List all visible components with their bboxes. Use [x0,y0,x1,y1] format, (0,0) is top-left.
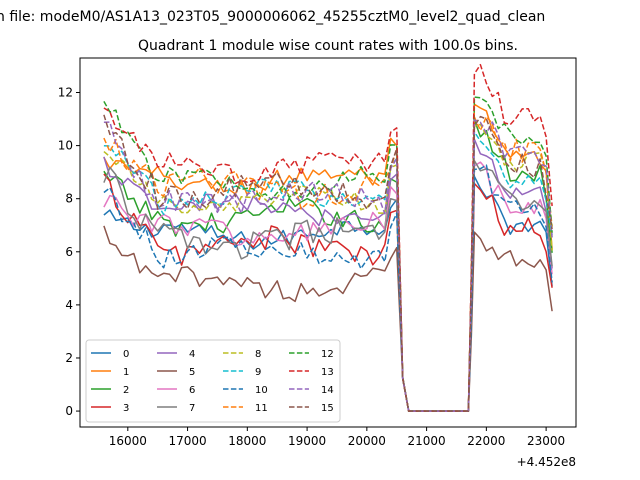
x-offset-label: +4.452e8 [517,455,576,469]
y-tick-label: 2 [65,351,73,365]
series-line-11 [103,115,553,412]
series-line-6 [103,161,553,412]
series-line-12 [103,96,553,412]
series-line-5 [103,225,553,412]
legend-label-13: 13 [321,367,334,378]
chart-title: Quadrant 1 module wise count rates with … [138,38,518,54]
legend-label-2: 2 [123,385,129,396]
legend-label-0: 0 [123,349,129,360]
axes-frame [79,57,577,428]
legend-label-1: 1 [123,367,129,378]
x-tick-label: 21000 [408,434,446,448]
legend-label-6: 6 [189,385,195,396]
y-tick-label: 0 [65,404,73,418]
x-tick-label: 23000 [527,434,565,448]
legend-label-7: 7 [189,403,195,414]
x-tick-label: 18000 [228,434,266,448]
y-tick-label: 12 [58,86,73,100]
y-tick-label: 10 [58,139,73,153]
plot-area: 16000 17000 18000 19000 20000 21000 22000 23000… [58,57,577,469]
legend-label-12: 12 [321,349,334,360]
x-tick-label: 19000 [288,434,326,448]
legend-label-8: 8 [255,349,261,360]
y-tick-label: 8 [65,192,73,206]
legend-label-4: 4 [189,349,195,360]
series-line-4 [103,138,553,412]
x-tick-label: 16000 [109,434,147,448]
legend-box [85,339,341,423]
legend-label-14: 14 [321,385,334,396]
y-tick-label: 4 [65,298,73,312]
series-line-15 [103,114,553,412]
figure-suptitle: n file: modeM0/AS1A13_023T05_9000006062_… [0,9,545,25]
legend-label-11: 11 [255,403,268,414]
series-layer [103,63,553,412]
x-tick-label: 20000 [348,434,386,448]
legend-label-9: 9 [255,367,261,378]
legend-label-10: 10 [255,385,268,396]
series-line-9 [103,131,553,412]
x-tick-label: 22000 [467,434,505,448]
legend-label-3: 3 [123,403,129,414]
x-axis: 16000 17000 18000 19000 20000 21000 22000 23000 [109,427,565,448]
legend-label-15: 15 [321,403,334,414]
series-line-13 [103,63,553,412]
series-line-7 [103,160,553,412]
y-tick-label: 6 [65,245,73,259]
y-axis: 0 2 4 6 8 10 12 [58,86,80,418]
series-line-14 [103,119,553,412]
series-line-1 [103,103,553,412]
x-tick-label: 17000 [168,434,206,448]
series-line-8 [103,123,553,412]
legend-label-5: 5 [189,367,195,378]
series-line-10 [103,164,553,412]
